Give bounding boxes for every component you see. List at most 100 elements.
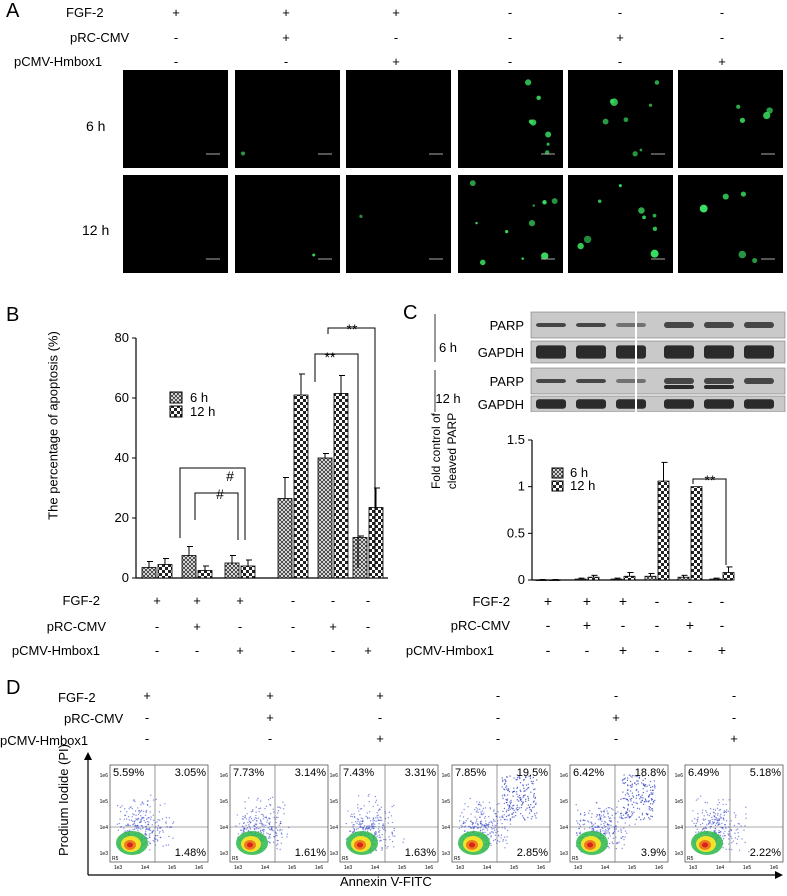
apoptotic-cell: [623, 117, 629, 123]
event-dot: [142, 826, 144, 829]
event-dot: [253, 824, 255, 827]
x-tick-label: 1e4: [371, 865, 380, 871]
event-dot: [509, 801, 511, 803]
event-dot: [459, 815, 462, 817]
event-dot: [154, 844, 157, 846]
event-dot: [255, 814, 257, 817]
event-dot: [530, 803, 532, 806]
event-dot: [604, 828, 607, 831]
event-dot: [488, 815, 490, 818]
event-dot: [734, 816, 737, 818]
event-dot: [608, 842, 611, 845]
sign-1-3: -: [507, 30, 513, 45]
event-dot: [142, 810, 145, 813]
event-dot: [288, 826, 290, 829]
event-dot: [636, 789, 638, 791]
event-dot: [372, 819, 374, 821]
x-tick-label: 1e4: [483, 865, 492, 871]
event-dot: [611, 807, 613, 810]
event-dot: [478, 801, 481, 804]
event-dot: [723, 810, 726, 812]
event-dot: [155, 834, 157, 837]
event-dot: [506, 776, 508, 778]
event-dot: [630, 797, 633, 800]
event-dot: [464, 826, 466, 828]
event-dot: [488, 823, 490, 826]
event-dot: [353, 830, 356, 832]
event-dot: [134, 810, 137, 812]
event-dot: [489, 807, 491, 809]
event-dot: [525, 788, 528, 791]
event-dot: [607, 807, 609, 809]
event-dot: [691, 820, 693, 822]
b-row-label: FGF-2: [62, 593, 100, 608]
c-sign: -: [546, 617, 551, 633]
event-dot: [276, 843, 279, 845]
event-dot: [372, 823, 375, 825]
event-dot: [136, 826, 138, 828]
event-dot: [699, 823, 702, 826]
d-label-hmbox: pCMV-Hmbox1: [0, 733, 89, 748]
event-dot: [490, 821, 493, 824]
event-dot: [490, 831, 493, 833]
event-dot: [166, 826, 168, 828]
event-dot: [267, 837, 270, 839]
event-dot: [520, 806, 523, 809]
event-dot: [282, 808, 285, 810]
event-dot: [133, 828, 136, 830]
event-dot: [498, 802, 500, 805]
event-dot: [530, 780, 533, 783]
event-dot: [626, 784, 629, 786]
event-dot: [705, 827, 708, 830]
event-dot: [714, 809, 717, 811]
event-dot: [653, 801, 655, 803]
event-dot: [520, 804, 523, 806]
event-dot: [273, 835, 275, 838]
sign-0-5: -: [719, 5, 725, 20]
event-dot: [502, 840, 504, 842]
event-dot: [478, 803, 480, 806]
event-dot: [367, 817, 369, 820]
event-dot: [363, 805, 365, 807]
event-dot: [480, 812, 483, 815]
sig-bracket: [314, 353, 359, 568]
event-dot: [634, 775, 636, 777]
event-dot: [653, 774, 655, 777]
event-dot: [724, 826, 727, 828]
event-dot: [741, 838, 743, 840]
event-dot: [379, 819, 382, 822]
event-dot: [142, 827, 144, 830]
c-sign: +: [583, 617, 591, 633]
blot-time-12h: 12 h: [435, 391, 460, 406]
event-dot: [126, 811, 128, 813]
event-dot: [536, 812, 538, 814]
event-dot: [269, 797, 272, 800]
event-dot: [473, 826, 475, 829]
event-dot: [149, 842, 152, 845]
event-dot: [736, 828, 739, 830]
event-dot: [714, 813, 717, 815]
event-dot: [462, 821, 465, 823]
event-dot: [732, 840, 734, 842]
event-dot: [116, 804, 119, 807]
event-dot: [351, 816, 353, 818]
event-dot: [504, 847, 506, 849]
event-dot: [358, 822, 361, 824]
event-dot: [496, 842, 498, 844]
event-dot: [168, 835, 170, 838]
x-tick-label: 1e6: [537, 865, 546, 871]
event-dot: [243, 822, 245, 824]
event-dot: [257, 827, 259, 830]
event-dot: [509, 808, 511, 810]
y-tick-label: 1e5: [100, 799, 109, 805]
event-dot: [718, 818, 720, 820]
event-dot: [260, 831, 263, 834]
event-dot: [277, 839, 279, 842]
event-dot: [583, 814, 586, 816]
event-dot: [501, 786, 503, 788]
event-dot: [514, 811, 517, 813]
event-dot: [381, 846, 383, 849]
b-sign: -: [331, 643, 335, 658]
